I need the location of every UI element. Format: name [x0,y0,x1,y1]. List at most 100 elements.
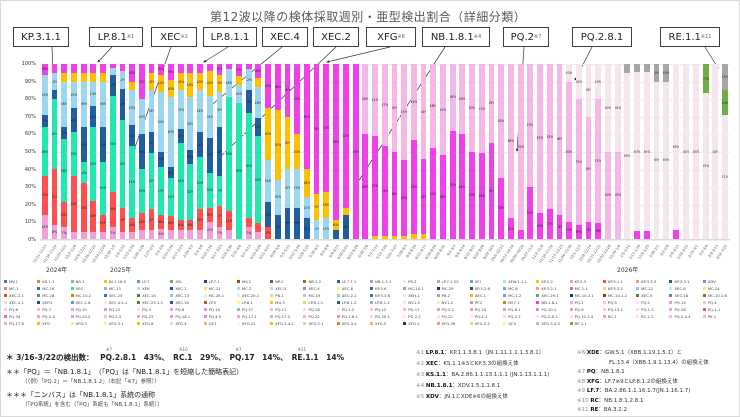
stacked-bar[interactable]: 50%50% [469,64,475,239]
stacked-bar[interactable]: 10%30%20%26% [100,64,106,239]
stacked-bar[interactable]: 18%42%12%14% [90,64,97,239]
legend-item: PQ.8.1 [503,307,536,312]
legend-label: PQ.11 [275,307,287,312]
stacked-bar[interactable]: 83%17% [702,64,709,239]
stacked-bar[interactable]: 18%22%20%40% [294,64,301,239]
callout-pq-2: PQ.2 ※7 [503,27,549,47]
stacked-bar[interactable]: 100% [692,64,699,239]
legend-label: XFG.3.1 [108,321,124,326]
stacked-bar[interactable]: 6%8%27%9%34%10%6% [158,64,165,239]
stacked-bar[interactable]: 95% [672,64,679,239]
stacked-bar[interactable]: 12%88% [508,64,514,239]
stacked-bar[interactable]: 53%44% [410,64,417,239]
stacked-bar[interactable]: 12%32%12%24%10% [148,64,155,239]
bar-segment: 38% [449,64,456,131]
stacked-bar[interactable]: 100% [712,64,719,239]
legend-label: PQ.2.2 [408,314,421,319]
stacked-bar[interactable]: 14%50%18%10% [119,64,126,239]
legend-label: XEC.1 [474,293,487,298]
bar-segment: 95% [624,72,631,239]
bar-segment: 51% [381,146,388,236]
stacked-bar[interactable]: 30%70% [527,64,534,239]
stacked-bar[interactable]: 90% [634,64,640,239]
stacked-bar[interactable]: 6%44%8%22%10% [177,64,184,239]
stacked-bar[interactable]: 78%10% 7% [236,64,242,239]
stacked-bar[interactable]: 14%22%28%7%23%6% [41,64,48,239]
legend-item: XEC.29.1 [536,293,569,298]
stacked-bar[interactable]: 51%47% [381,64,388,239]
legend-swatch [170,308,174,311]
stacked-bar[interactable]: 7%14%24%30%25% [265,64,271,239]
stacked-bar[interactable]: 90%10% [663,64,670,239]
stacked-bar[interactable]: 100% [682,64,689,239]
bar-segment: 89% [333,64,339,220]
stacked-bar[interactable]: 14%86% [556,64,563,239]
stacked-bar[interactable]: 52%48% [430,64,437,239]
stacked-bar[interactable]: 71%14%15% [722,64,729,239]
legend-item: PQ.17.8 [4,321,37,326]
footnote-key: XDV [425,394,439,400]
stacked-bar[interactable]: 8%41%12%20% 10% [129,64,136,239]
stacked-bar[interactable]: 11%15%74% [313,64,320,239]
stacked-bar[interactable]: 60%40% [362,64,369,239]
stacked-bar[interactable]: 12%30%14%24%10% [197,64,203,239]
stacked-bar[interactable]: 43%54% [420,64,427,239]
bar-segment [100,232,106,239]
stacked-bar[interactable]: 95% [517,64,524,239]
stacked-bar[interactable]: 8%32%40% 10% [51,64,58,239]
stacked-bar[interactable]: 55%45% [488,64,495,239]
stacked-bar[interactable]: 35%65% [498,64,505,239]
bar-segment: 42% [90,127,97,201]
stacked-bar[interactable]: 15%85% [537,64,543,239]
stacked-bar[interactable]: 57%41% [372,64,378,239]
stacked-bar[interactable]: 50%50% [614,64,621,239]
stacked-bar[interactable]: 6%89% [333,64,339,239]
bar-segment [226,64,233,70]
legend-swatch [370,308,373,311]
legend-label: PQ.17.2 [275,314,291,319]
stacked-bar[interactable]: 12%12%16%60% [303,64,310,239]
footnote: ※1 LP.8.1：KP.1.1.3.8.1（JN.1.11.1.1.1.3.8… [416,348,544,356]
stacked-bar[interactable]: 10%25%20%20%20% [138,64,145,239]
stacked-bar[interactable]: 90%10% [653,64,660,239]
stacked-bar[interactable]: 7% 60%13%12% [245,64,252,239]
legend-swatch [303,287,307,290]
stacked-bar[interactable]: 100% [352,64,359,239]
stacked-bar[interactable]: 12%15%73% [323,64,330,239]
stacked-bar[interactable]: 48%52% [440,64,446,239]
stacked-bar[interactable]: 60%40% [459,64,466,239]
stacked-bar[interactable]: 14%20%40%26% [274,64,281,239]
stacked-bar[interactable]: 7%20%55%12% [109,64,116,239]
stacked-bar[interactable]: 50%50% [605,64,611,239]
stacked-bar[interactable]: 8%72%20% [575,64,582,239]
stacked-bar[interactable]: 9%71%20% [595,64,602,239]
stacked-bar[interactable]: 18%22%30%30% [284,64,291,239]
bar-segment: 90% [653,81,660,239]
stacked-bar[interactable]: 17%83% [546,64,553,239]
stacked-bar[interactable]: 6%32%8%30%14% [187,64,194,239]
legend-label: PB.1 [275,293,284,298]
stacked-bar[interactable]: 49%51% [478,64,485,239]
legend-label: PQ.1.6.1 [341,314,358,319]
stacked-bar[interactable]: 95% [624,64,631,239]
stacked-bar[interactable]: 28%12%20%26% [80,64,87,239]
stacked-bar[interactable]: 90% [643,64,650,239]
stacked-bar[interactable]: 14%82% [342,64,349,239]
stacked-bar[interactable]: 8%22%6%40%10%9% [168,64,174,239]
legend-swatch [137,280,141,283]
stacked-bar[interactable]: 43%55% [401,64,408,239]
stacked-bar[interactable]: 10%60%30% [585,64,592,239]
legend-swatch [303,315,307,318]
stacked-bar[interactable]: 48%50% [391,64,398,239]
stacked-bar[interactable]: 62%38% [449,64,456,239]
stacked-bar[interactable]: 10%8%20%20%24%14% [206,64,213,239]
bar-segment: 6% [216,64,223,75]
legend-label: XEC.25.1.2 [142,300,164,305]
stacked-bar[interactable]: 7%12%17%28%20%10%6% [216,64,223,239]
stacked-bar[interactable]: 32%25%14%15% [71,64,77,239]
stacked-bar[interactable]: 10%80%10% [566,64,573,239]
stacked-bar[interactable]: 11%65%16% [226,64,233,239]
stacked-bar[interactable]: 7%14%36%7%26% [61,64,68,239]
bar-segment [80,64,87,73]
stacked-bar[interactable]: 50%10%18% 8% [255,64,262,239]
